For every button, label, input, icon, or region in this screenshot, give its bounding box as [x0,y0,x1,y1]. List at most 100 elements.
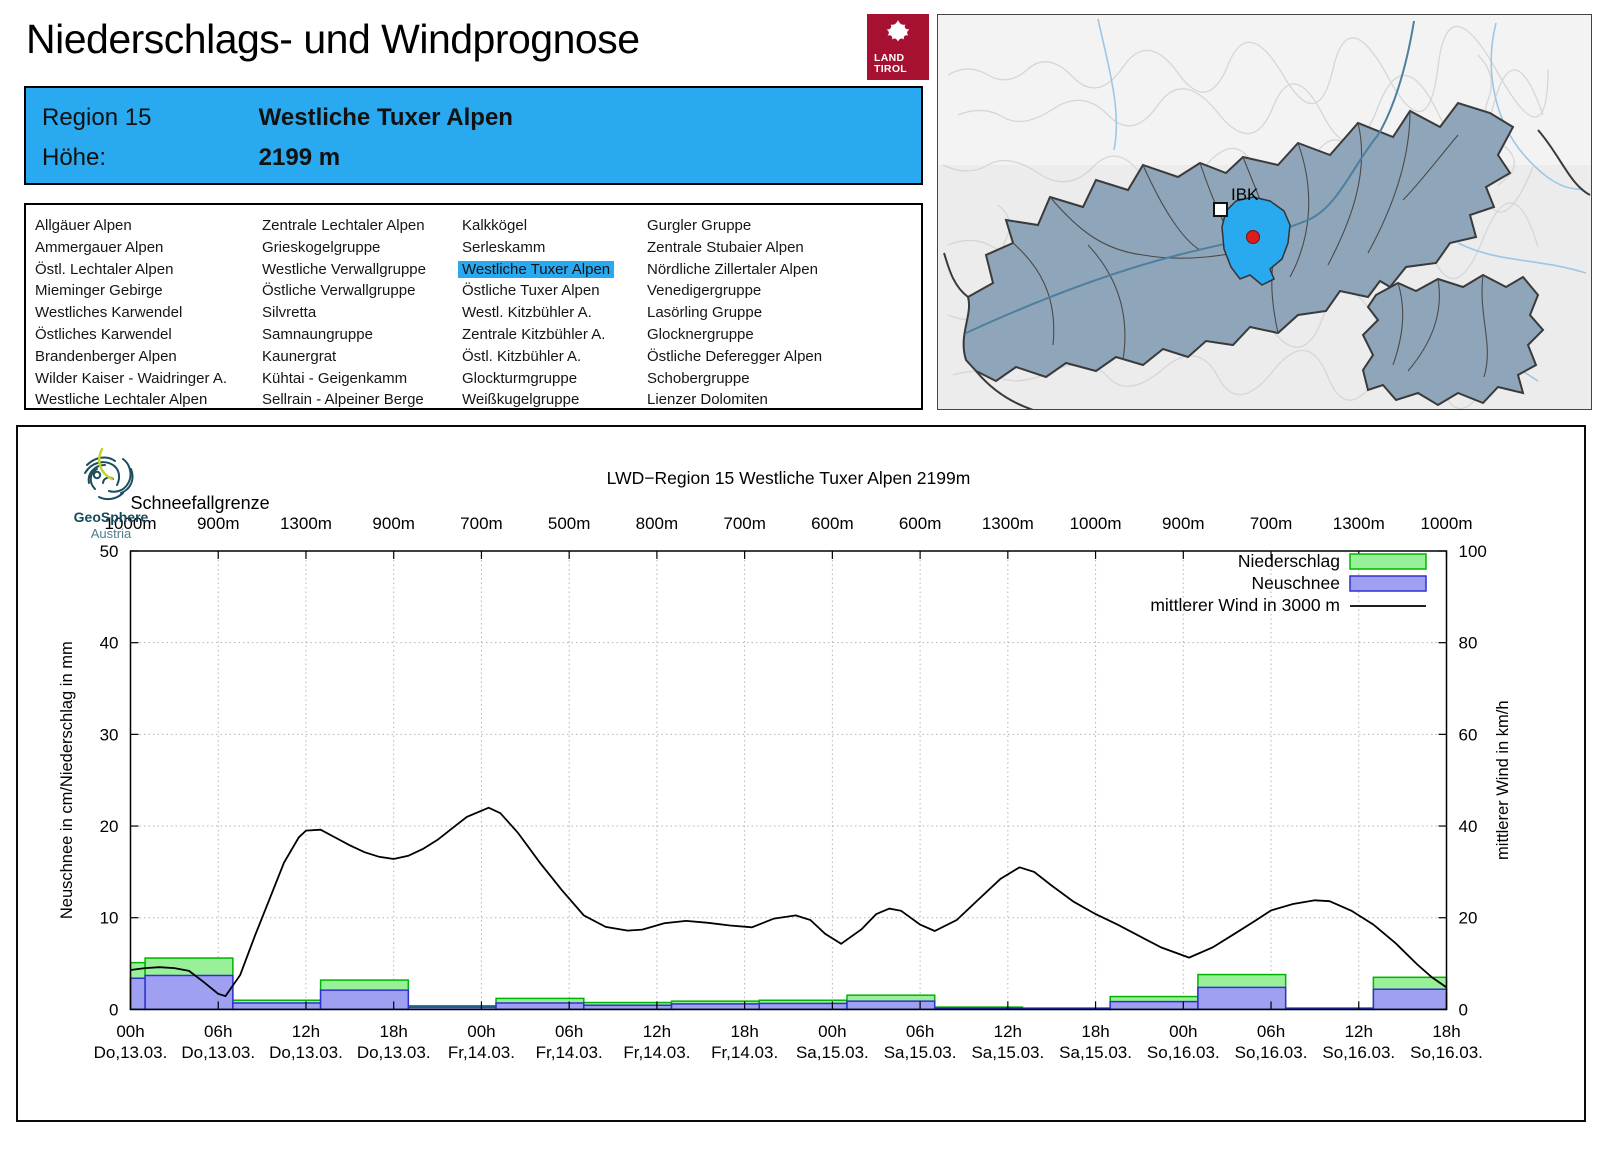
region-list-column: Allgäuer Alpen Ammergauer Alpen Östl. Lech… [35,215,227,411]
x-tick-time-label: 12h [1345,1022,1373,1041]
region-list-item[interactable]: Kühtai - Geigenkamm [262,369,408,387]
region-list-item[interactable]: Brandenberger Alpen [35,347,177,365]
neuschnee-bar [495,1002,585,1011]
region-list-item[interactable]: Gurgler Gruppe [647,217,752,234]
map-east-tirol [1361,273,1545,407]
x-tick-time-label: 06h [555,1022,583,1041]
region-list-item[interactable]: Silvretta [262,304,317,322]
snowline-value: 700m [723,514,766,533]
region-list-item[interactable]: Nördliche Zillertaler Alpen [647,260,818,278]
region-list-item[interactable]: Weißkugelgruppe [462,391,580,409]
snowline-title: Schneefallgrenze [131,493,270,513]
region-list-item[interactable]: Zentrale Kitzbühler A. [462,325,606,343]
region-list-item[interactable]: Ammergauer Alpen [35,238,164,256]
region-list-column: Gurgler Gruppe Zentrale Stubaier Alpen Nör… [647,215,822,411]
region-list-item[interactable]: Kalkkögel [462,217,528,234]
region-list-item[interactable]: Zentrale Stubaier Alpen [647,238,804,256]
map-east-tirol-borders [1392,274,1488,378]
region-list-item[interactable]: Schobergruppe [647,369,750,387]
region-list-item[interactable]: Zentrale Lechtaler Alpen [262,217,425,234]
land-tirol-logo: LAND TIROL [867,14,929,80]
region-list-item[interactable]: Mieminger Gebirge [35,282,163,300]
region-list-item[interactable]: Östliche Tuxer Alpen [462,282,600,300]
neuschnee-bar [670,1003,761,1011]
neuschnee-bar [144,974,234,1011]
geosphere-logo-mark [84,447,134,501]
neuschnee-bar [846,1000,936,1011]
region-list-item[interactable]: Östliches Karwendel [35,325,172,343]
snowline-value: 1300m [1333,514,1385,533]
legend-label: Niederschlag [1238,551,1340,571]
x-tick-time-label: 00h [467,1022,495,1041]
region-list-item[interactable]: Grieskogelgruppe [262,238,381,256]
y-axis-left-label: 50 [100,542,119,561]
y-axis-right-label: 0 [1459,1000,1468,1019]
x-tick-time-label: 06h [204,1022,232,1041]
region-list-item[interactable]: Lienzer Dolomiten [647,391,768,409]
x-tick-date-label: Do,13.03. [357,1043,431,1062]
snowline-value: 800m [636,514,679,533]
wind-line [130,806,1448,998]
x-tick-date-label: Sa,15.03. [1059,1043,1132,1062]
region-list-item[interactable]: Westl. Kitzbühler A. [462,304,592,322]
y-axis-right-label: 80 [1459,634,1478,653]
snowline-value: 1000m [105,514,157,533]
y-axis-left-label: 0 [109,1000,118,1019]
geosphere-country: Austria [90,526,132,541]
x-tick-date-label: So,16.03. [1322,1043,1395,1062]
snowline-value: 500m [548,514,591,533]
y-axis-left-label: 30 [100,725,119,744]
elevation-value: 2199 m [258,144,341,171]
x-tick-time-label: 00h [116,1022,144,1041]
ylabel-right: mittlerer Wind in km/h [1494,700,1512,860]
region-list-item[interactable]: Östliche Verwallgruppe [262,282,416,300]
region-list-item[interactable]: Wilder Kaiser - Waidringer A. [35,369,227,387]
snowline-value: 1000m [1421,514,1473,533]
geosphere-name: GeoSphere [73,509,149,525]
snowline-value: 900m [1162,514,1205,533]
x-tick-time-label: 12h [292,1022,320,1041]
region-list-item[interactable]: Venedigergruppe [647,282,762,300]
region-list-item[interactable]: Kaunergrat [262,347,337,365]
region-list-item[interactable]: Samnaungruppe [262,325,373,343]
region-list-item[interactable]: Allgäuer Alpen [35,217,132,234]
tirol-map[interactable]: IBK [937,14,1592,412]
legend-swatch [1349,553,1427,570]
snowline-value: 900m [197,514,240,533]
x-tick-time-label: 00h [1169,1022,1197,1041]
neuschnee-bar [319,989,410,1011]
snowline-value: 1300m [982,514,1034,533]
region-list-item[interactable]: Östl. Kitzbühler A. [462,347,582,365]
region-list-item[interactable]: Serleskamm [462,238,546,256]
snowline-value: 600m [811,514,854,533]
region-name-value: Westliche Tuxer Alpen [258,104,513,131]
x-tick-date-label: Sa,15.03. [884,1043,957,1062]
snowline-value: 1300m [280,514,332,533]
legend-label: mittlerer Wind in 3000 m [1150,595,1340,615]
region-list-item[interactable]: Östliche Deferegger Alpen [647,347,823,365]
snowline-value: 1000m [1070,514,1122,533]
legend-label: Neuschnee [1251,573,1340,593]
x-tick-date-label: Do,13.03. [181,1043,255,1062]
x-tick-date-label: Sa,15.03. [971,1043,1044,1062]
x-tick-time-label: 06h [906,1022,934,1041]
y-axis-right-label: 40 [1459,817,1478,836]
x-tick-date-label: So,16.03. [1147,1043,1220,1062]
neuschnee-bar [232,1002,322,1011]
region-list-item[interactable]: Westliche Verwallgruppe [262,260,426,278]
snowline-value: 700m [460,514,503,533]
region-list-item[interactable]: Westliches Karwendel [35,304,183,322]
map-city-marker [1213,202,1228,217]
region-list-item-selected[interactable]: Westliche Tuxer Alpen [458,259,615,281]
x-tick-date-label: So,16.03. [1235,1043,1308,1062]
region-list-item[interactable]: Lasörling Gruppe [647,304,763,322]
region-list-item[interactable]: Sellrain - Alpeiner Berge [262,391,424,409]
region-list-item[interactable]: Glockturmgruppe [462,369,578,387]
y-axis-right-label: 20 [1459,909,1478,928]
region-list-item[interactable]: Glocknergruppe [647,325,754,343]
y-axis-right-label: 60 [1459,725,1478,744]
y-axis-left-label: 20 [100,817,119,836]
region-list-item[interactable]: Östl. Lechtaler Alpen [35,260,174,278]
region-list-item[interactable]: Westliche Lechtaler Alpen [35,391,208,409]
x-tick-date-label: Do,13.03. [94,1043,168,1062]
